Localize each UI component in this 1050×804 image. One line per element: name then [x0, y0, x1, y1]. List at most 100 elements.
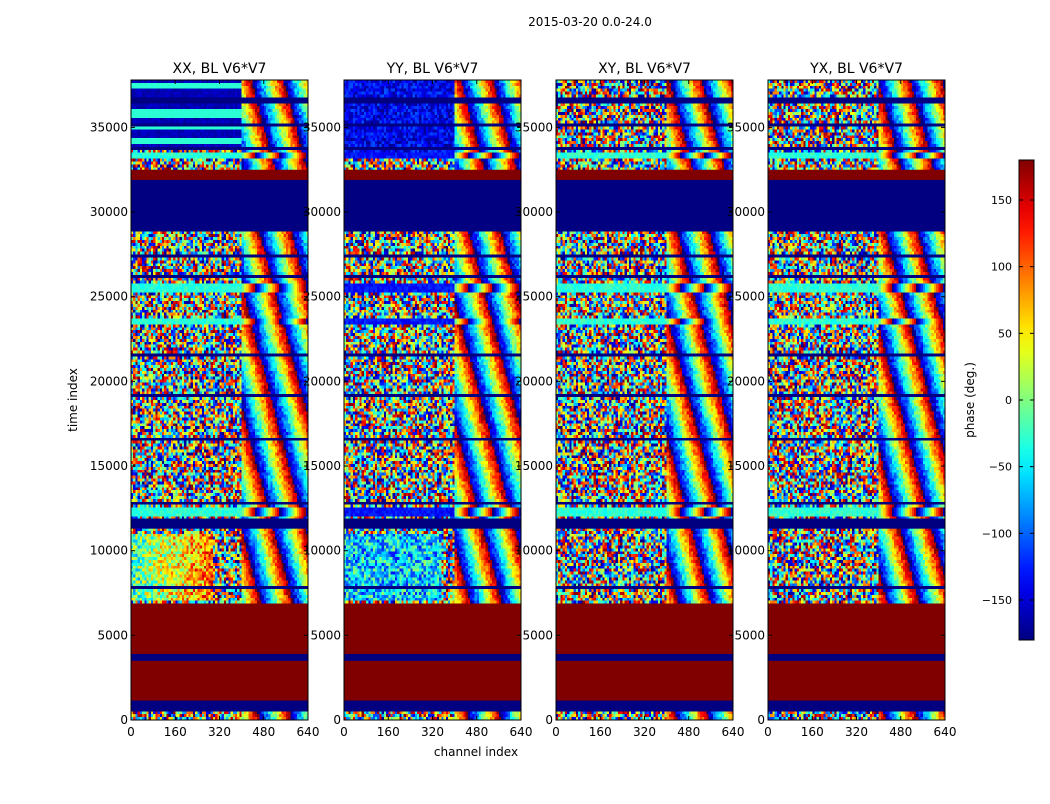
y-tick-label: 5000 [522, 628, 553, 642]
x-tick-label: 480 [677, 725, 700, 739]
colorbar-tick-label: −50 [989, 461, 1012, 474]
flagged-block-yx-3 [768, 660, 945, 701]
x-tick-label: 160 [377, 725, 400, 739]
colorbar-tick-label: 150 [991, 194, 1012, 207]
flagged-block-xy-6 [556, 518, 733, 529]
x-tick-label: 0 [127, 725, 135, 739]
y-tick-label: 20000 [515, 374, 553, 388]
panel-title-yy: YY, BL V6*V7 [386, 61, 479, 77]
flagged-block-xx-2 [131, 700, 308, 710]
colorbar: −150 −100 −50 0 50 100 150 phase (deg.) [963, 159, 1035, 641]
flagged-block-yx-5 [768, 604, 945, 654]
chart-title: 2015-03-20 0.0-24.0 [528, 15, 652, 29]
y-tick-label: 20000 [90, 374, 128, 388]
y-axis-label: time index [66, 368, 80, 432]
flagged-block-yx-4 [768, 653, 945, 661]
y-tick-label: 15000 [727, 459, 765, 473]
x-tick-label: 160 [164, 725, 187, 739]
flagged-block-yy-5 [344, 604, 521, 654]
y-tick-label: 35000 [515, 120, 553, 134]
flagged-block-xy-4 [556, 653, 733, 661]
x-tick-label: 640 [722, 725, 745, 739]
panel-title-xy: XY, BL V6*V7 [598, 61, 691, 77]
y-tick-label: 15000 [303, 459, 341, 473]
flagged-block-xy-2 [556, 700, 733, 710]
y-tick-label: 15000 [90, 459, 128, 473]
y-tick-label: 25000 [515, 290, 553, 304]
y-tick-label: 35000 [90, 120, 128, 134]
y-tick-label: 25000 [727, 290, 765, 304]
colorbar-tick-label: −100 [982, 527, 1012, 540]
x-tick-label: 480 [465, 725, 488, 739]
y-tick-label: 0 [545, 713, 553, 727]
panel-title-yx: YX, BL V6*V7 [809, 61, 903, 77]
x-axis-label: channel index [434, 745, 518, 759]
x-tick-label: 320 [421, 725, 444, 739]
y-tick-label: 5000 [734, 628, 765, 642]
flagged-block-xy-5 [556, 604, 733, 654]
y-tick-label: 0 [757, 713, 765, 727]
y-tick-label: 0 [333, 713, 341, 727]
flagged-block-xy-3 [556, 660, 733, 701]
y-tick-label: 25000 [303, 290, 341, 304]
panel-title-xx: XX, BL V6*V7 [173, 61, 267, 77]
y-tick-label: 30000 [515, 205, 553, 219]
x-tick-label: 480 [889, 725, 912, 739]
y-tick-label: 25000 [90, 290, 128, 304]
flagged-block-yy-6 [344, 518, 521, 529]
y-tick-label: 5000 [310, 628, 341, 642]
y-tick-label: 35000 [727, 120, 765, 134]
panel-xx: XX, BL V6*V7 0 160 320 480 640 0 5000 10000 15000… [90, 61, 320, 739]
flagged-block-yx-2 [768, 700, 945, 710]
y-tick-label: 10000 [90, 544, 128, 558]
flagged-block-xx-5 [131, 604, 308, 654]
y-tick-label: 30000 [303, 205, 341, 219]
x-tick-label: 320 [208, 725, 231, 739]
colorbar-tick-label: −150 [982, 594, 1012, 607]
panels: XX, BL V6*V7 0 160 320 480 640 0 5000 10000 15000… [90, 61, 957, 739]
flagged-block-xx-4 [131, 653, 308, 661]
y-tick-label: 20000 [303, 374, 341, 388]
colorbar-tick-label: 100 [991, 261, 1012, 274]
x-tick-label: 640 [297, 725, 320, 739]
y-tick-label: 30000 [727, 205, 765, 219]
y-tick-label: 15000 [515, 459, 553, 473]
flagged-block-xy-7 [556, 179, 733, 231]
panel-yx: YX, BL V6*V7 0 160 320 480 640 0 5000 10000 15000… [727, 61, 957, 739]
flagged-block-yy-8 [344, 169, 521, 180]
x-tick-label: 160 [801, 725, 824, 739]
x-tick-label: 320 [633, 725, 656, 739]
y-tick-label: 10000 [303, 544, 341, 558]
flagged-block-xx-3 [131, 660, 308, 701]
flagged-block-yy-4 [344, 653, 521, 661]
flagged-block-xx-7 [131, 179, 308, 231]
flagged-block-yx-8 [768, 169, 945, 180]
y-tick-label: 10000 [727, 544, 765, 558]
x-tick-label: 0 [552, 725, 560, 739]
flagged-block-yx-6 [768, 518, 945, 529]
colorbar-tick-label: 50 [998, 327, 1012, 340]
x-tick-label: 160 [589, 725, 612, 739]
x-tick-label: 640 [934, 725, 957, 739]
flagged-block-yy-7 [344, 179, 521, 231]
flagged-block-xy-8 [556, 169, 733, 180]
x-tick-label: 320 [845, 725, 868, 739]
panel-xy: XY, BL V6*V7 0 160 320 480 640 0 5000 10000 15000… [515, 61, 745, 739]
y-tick-label: 0 [120, 713, 128, 727]
panel-yy: YY, BL V6*V7 0 160 320 480 640 0 5000 10000 15000… [303, 61, 533, 739]
colorbar-tick-label: 0 [1005, 394, 1012, 407]
flagged-block-xx-8 [131, 169, 308, 180]
x-tick-label: 0 [764, 725, 772, 739]
x-tick-label: 480 [252, 725, 275, 739]
y-tick-label: 10000 [515, 544, 553, 558]
x-tick-label: 640 [510, 725, 533, 739]
flagged-block-xx-6 [131, 518, 308, 529]
colorbar-label: phase (deg.) [963, 362, 977, 438]
flagged-block-yx-7 [768, 179, 945, 231]
y-tick-label: 35000 [303, 120, 341, 134]
y-tick-label: 20000 [727, 374, 765, 388]
y-tick-label: 5000 [97, 628, 128, 642]
x-tick-label: 0 [340, 725, 348, 739]
